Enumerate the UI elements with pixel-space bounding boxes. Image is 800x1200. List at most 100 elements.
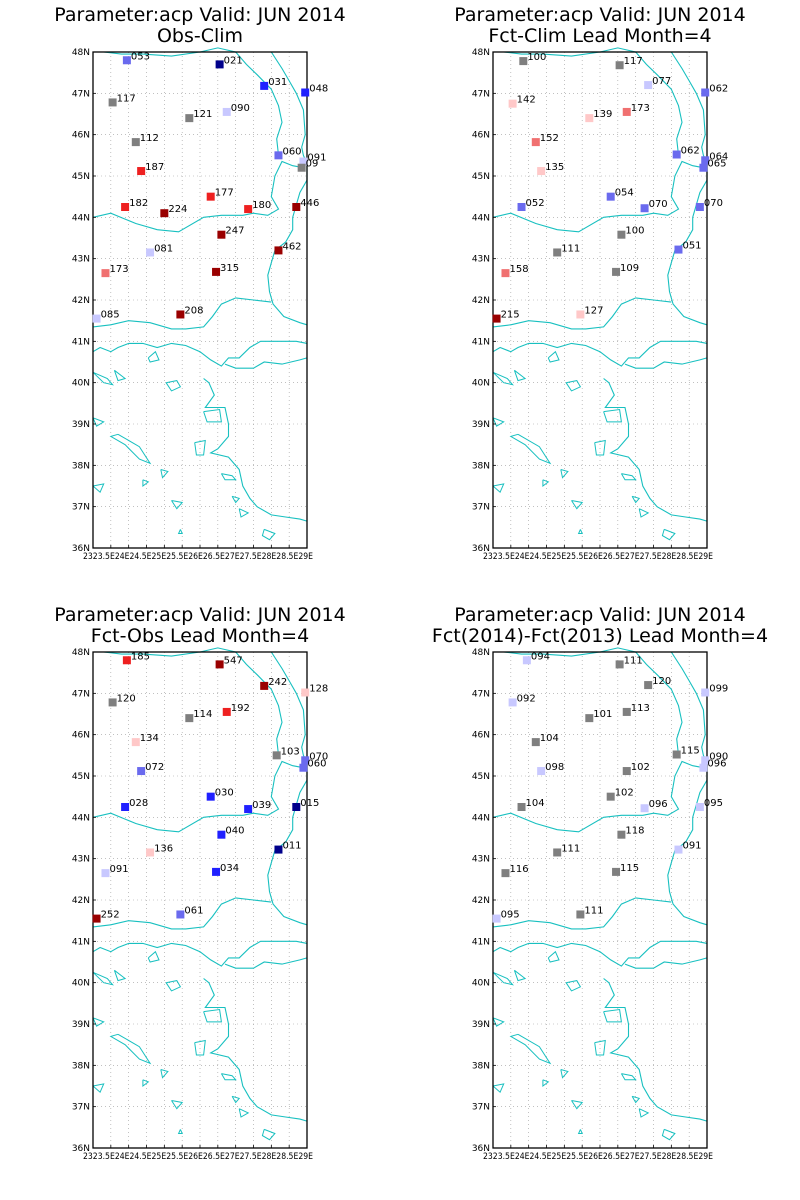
map-obs-clim: 48N47N46N45N44N43N42N41N40N39N38N37N36N2… [72,47,328,562]
station-value-label: 081 [154,243,173,254]
station-marker [244,805,253,814]
coastline-path [92,760,304,833]
island-outline [509,433,552,465]
station-marker [131,138,140,147]
station-marker [212,867,221,876]
station-marker [508,698,517,707]
station-value-label: 095 [501,910,520,921]
station-marker [101,869,110,878]
lat-tick-label: 37N [72,1103,90,1113]
island-outline [160,469,169,479]
station-marker [701,756,710,765]
station-value-label: 111 [561,243,580,254]
coastline-path [92,897,272,930]
island-outline [171,1100,184,1110]
lat-tick-label: 39N [472,1020,490,1030]
lat-tick-label: 41N [72,337,90,347]
station-value-label: 103 [281,746,300,757]
map-fct-obs: 48N47N46N45N44N43N42N41N40N39N38N37N36N2… [72,647,328,1162]
station-marker [622,707,631,716]
station-marker [531,738,540,747]
station-marker [701,688,710,697]
station-value-label: 462 [282,241,301,252]
lon-tick-labels: 2323.5E24E24.5E25E25.5E26E26.5E27E27.5E2… [483,1152,713,1162]
panel-fct-clim: Parameter:acp Valid: JUN 2014 Fct-Clim L… [400,0,800,600]
island-outline [92,1083,105,1094]
lat-tick-label: 40N [472,979,490,989]
station-value-label: 120 [652,676,671,687]
island-outline [194,439,206,456]
station-value-label: 113 [631,703,650,714]
island-outline [109,433,152,465]
lat-tick-label: 36N [472,544,490,554]
lat-tick-label: 46N [72,731,90,741]
station-value-label: 096 [707,759,726,770]
station-marker [260,681,269,690]
station-marker [299,763,308,772]
coastline-path [492,897,672,930]
station-marker [701,156,710,165]
station-value-label: 021 [224,55,243,66]
station-marker [215,660,224,669]
station-value-label: 547 [224,655,243,666]
station-marker [272,751,281,760]
station-marker [222,107,231,116]
island-outline [594,439,606,456]
station-marker [160,209,169,218]
lat-tick-label: 41N [472,337,490,347]
station-marker [501,869,510,878]
lat-tick-label: 46N [472,131,490,141]
station-marker [644,81,653,90]
island-outline [142,479,150,488]
station-value-label: 109 [620,263,639,274]
panel-obs-clim: Parameter:acp Valid: JUN 2014 Obs-Clim 4… [0,0,400,600]
island-outline [92,371,114,386]
island-outline [261,528,276,541]
coastline-path [603,978,708,1122]
lat-tick-label: 43N [72,255,90,265]
station-marker [292,803,301,811]
lat-tick-label: 39N [472,420,490,430]
lat-tick-label: 45N [72,772,90,782]
station-value-label: 070 [309,751,328,762]
station-marker [121,203,130,211]
island-outline [547,350,560,363]
island-outline [220,473,237,481]
coastline-path [92,940,308,967]
station-value-label: 111 [624,655,643,666]
lat-tick-label: 47N [472,689,490,699]
station-value-label: 111 [584,905,603,916]
coastline-path [103,647,283,756]
station-value-label: 187 [145,162,164,173]
station-markers: 094 1111200990921131011041150900960981021… [492,651,728,923]
lat-tick-label: 41N [72,937,90,947]
island-outline [542,479,550,488]
station-value-label: 247 [225,226,244,237]
station-marker [617,230,626,239]
station-value-label: 085 [101,310,120,321]
island-outline [261,1128,276,1141]
panel-title-line2: Fct-Obs Lead Month=4 [90,625,310,647]
island-outline [509,1033,552,1065]
station-value-label: 446 [300,198,319,209]
panel-title-line2: Obs-Clim [156,25,244,47]
map-fct-diff: 48N 47N 46N 45N 44N 43N 42N 41N 40N 39N 38N 37N 36N2… [472,647,728,1162]
island-outline [177,1129,183,1134]
lat-tick-label: 44N [472,813,490,823]
grid-lines [493,652,707,1148]
station-value-label: 111 [561,843,580,854]
coastline-path [492,297,672,330]
grid-lines [493,52,707,548]
lat-tick-label: 47N [72,689,90,699]
island-outline [109,1033,152,1065]
island-outline [160,1069,169,1079]
station-value-label: 060 [307,759,326,770]
station-marker [137,767,146,776]
station-value-label: 065 [707,159,726,170]
station-value-label: 104 [540,733,559,744]
station-marker [301,688,310,697]
station-value-label: 120 [117,693,136,704]
station-marker [699,763,708,772]
station-marker [176,910,185,919]
island-outline [231,1095,241,1104]
